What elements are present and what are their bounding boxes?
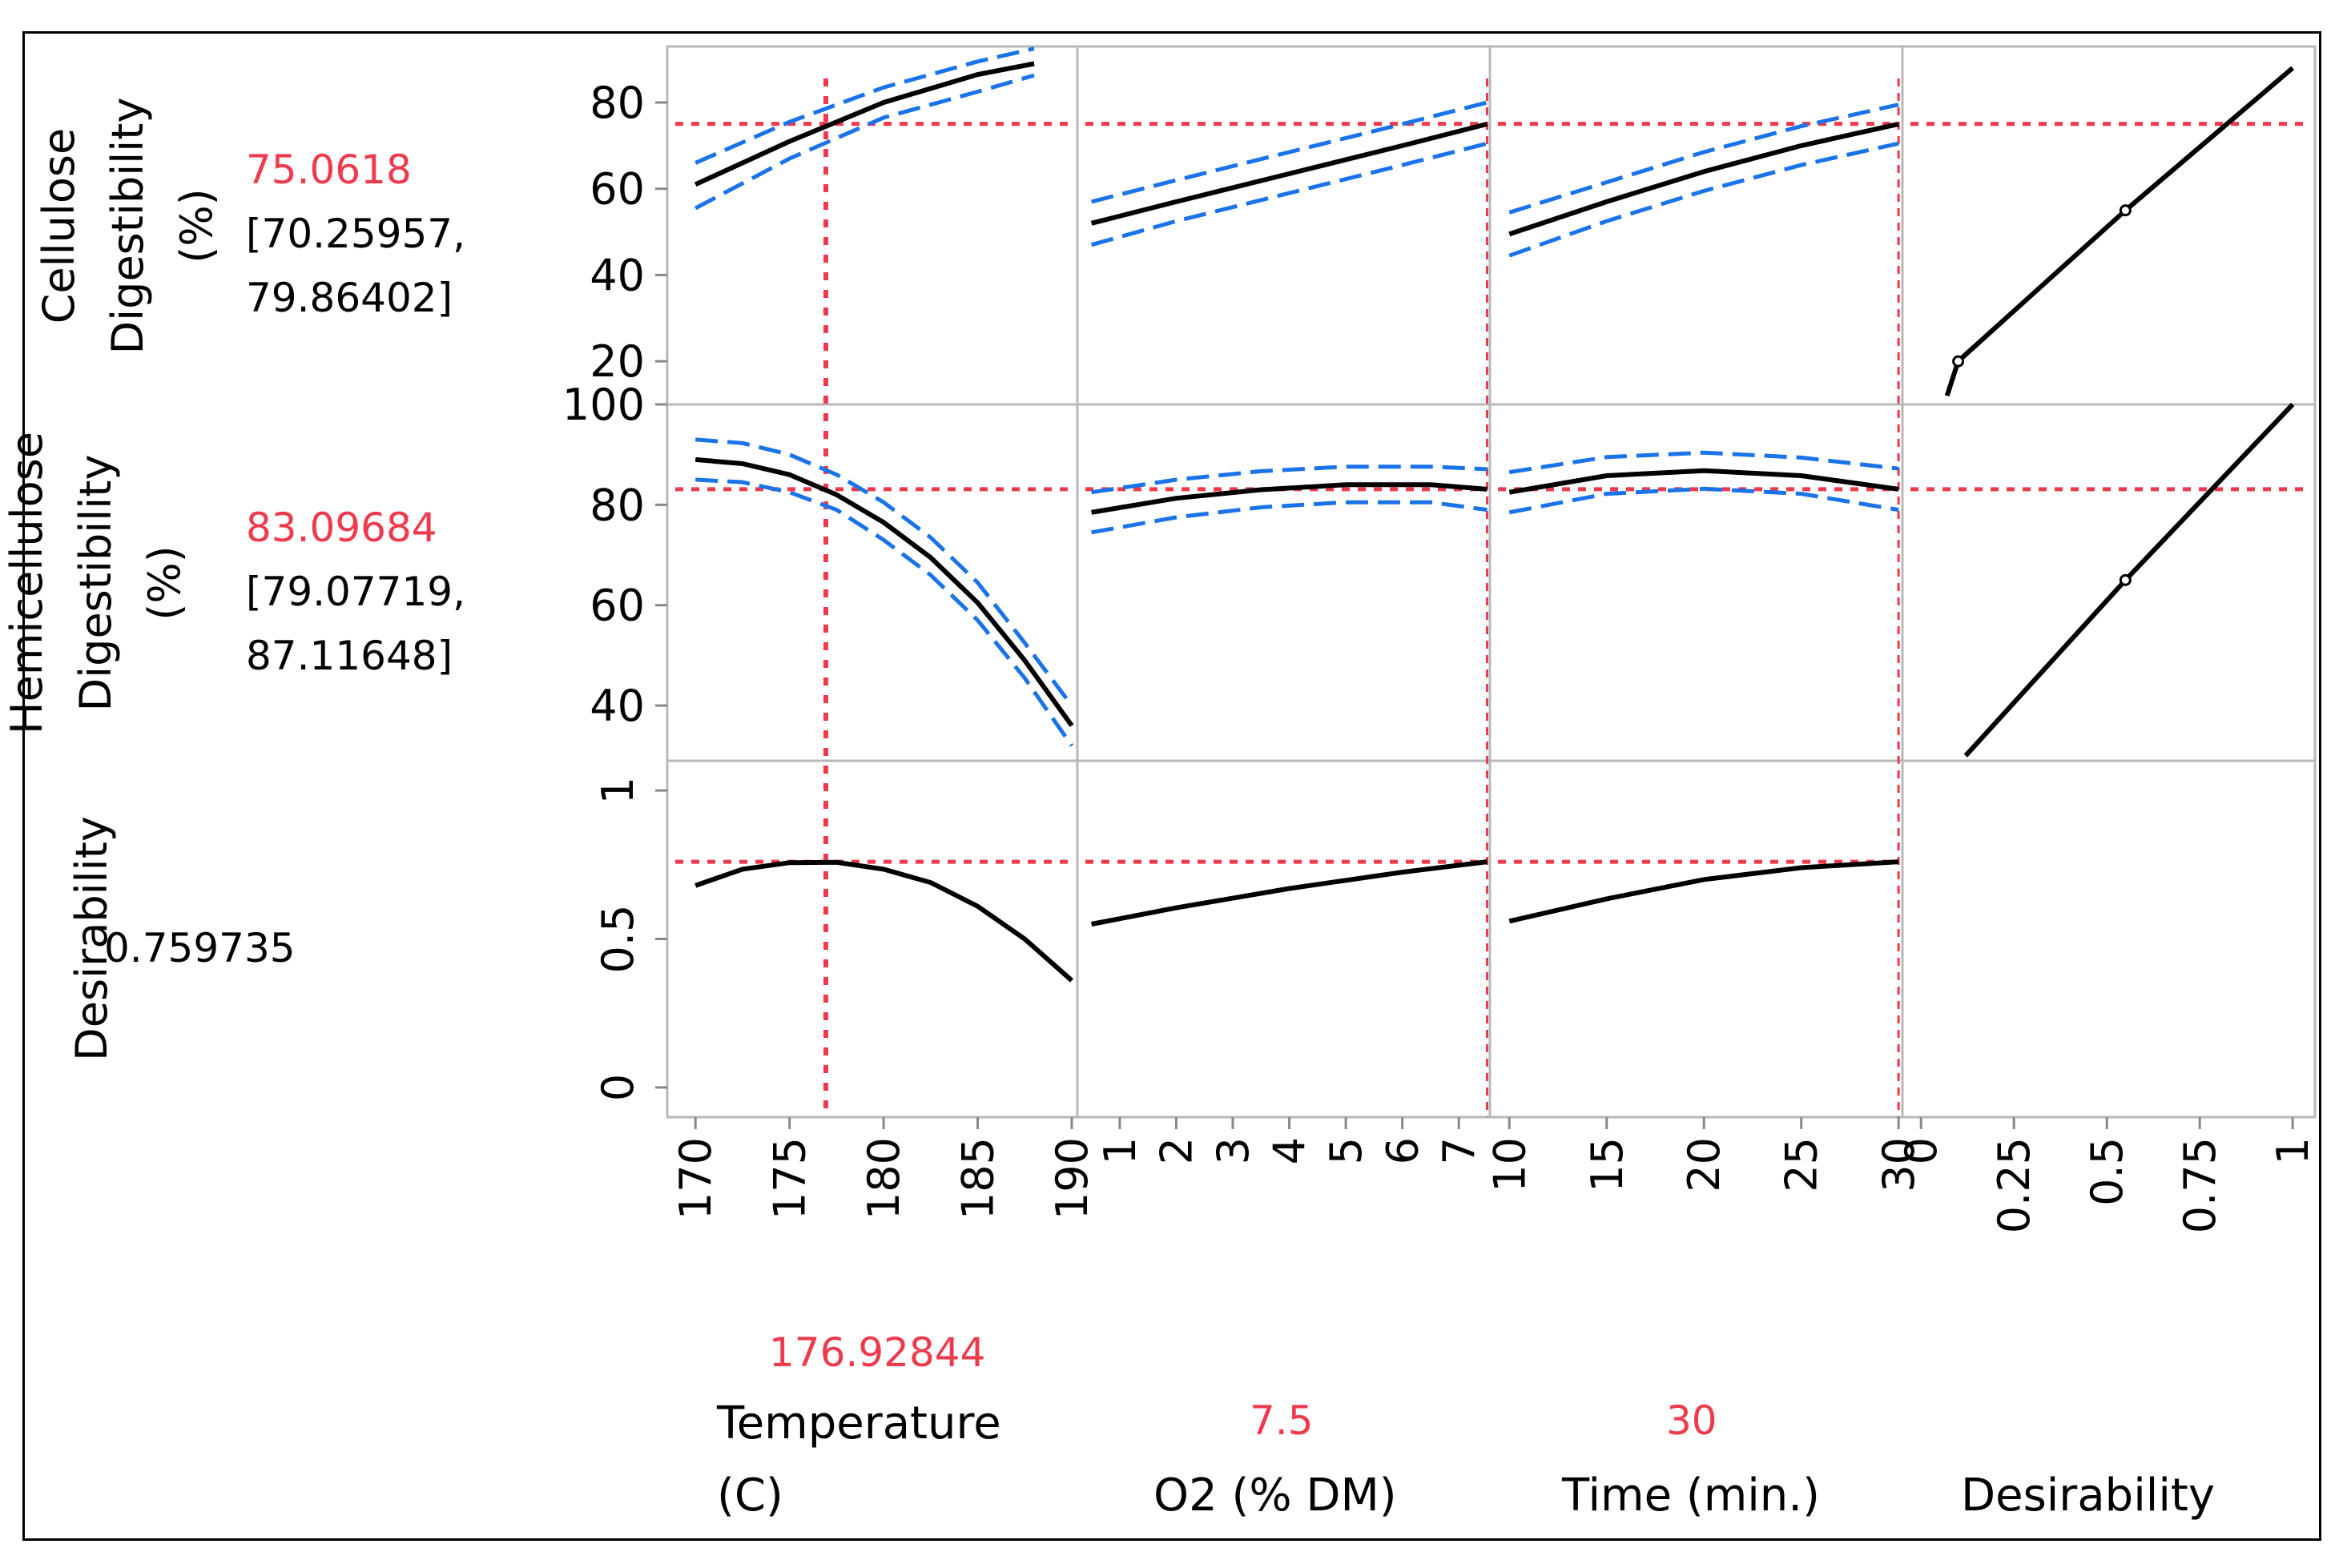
xtick-label-c1-2: 3 [1208,1137,1258,1164]
ytick-label-r0-3: 80 [590,78,645,128]
response-current-value-1: 83.09684 [246,505,437,551]
prediction-curve-r1-c2 [1508,468,1899,495]
ci-upper-r1-c2 [1508,450,1899,475]
xtick-label-c1-4: 5 [1321,1137,1371,1164]
prediction-curve-r2-c1 [1091,859,1488,927]
factor-current-value-2[interactable]: 30 [1666,1397,1717,1444]
factor-current-value-0[interactable]: 176.92844 [769,1329,986,1376]
xtick-label-c1-3: 4 [1265,1137,1315,1164]
desirability-marker-r0-1 [2119,204,2132,217]
xtick-label-c2-3: 25 [1777,1137,1827,1192]
panel-r1-c3 [1901,403,2317,762]
xtick-label-c3-1: 0.25 [1989,1137,2039,1233]
ytick-label-r0-0: 20 [590,336,645,387]
ci-upper-r1-c0 [695,437,1073,707]
ytick-label-r1-1: 60 [590,581,645,631]
profiler-frame [22,31,2321,1541]
prediction-curve-r0-c1 [1090,121,1488,226]
ci-lower-r1-c1 [1091,500,1488,535]
ci-lower-r1-c2 [1508,486,1899,515]
xtick-label-c3-0: 0 [1896,1137,1946,1164]
xtick-label-c2-2: 20 [1679,1137,1729,1192]
ytick-label-r2-1: 0.5 [593,905,643,974]
panel-r1-c0 [666,403,1079,762]
panel-r2-c1 [1076,759,1492,1119]
prediction-curve-r0-c2 [1508,121,1899,237]
ci-lower-r1-c0 [695,477,1074,747]
factor-name-2: Time (min.) [1562,1469,1820,1522]
prediction-curve-r2-c0 [694,859,1073,983]
ytick-label-r0-1: 40 [590,250,645,300]
xtick-label-c3-2: 0.5 [2082,1137,2132,1206]
response-ci-low-1: [79.07719, [246,569,465,615]
xtick-label-c3-4: 1 [2268,1137,2318,1164]
xtick-label-c0-2: 180 [859,1137,909,1220]
xtick-label-c2-4: 30 [1874,1137,1924,1192]
desirability-marker-r1-0 [2119,573,2132,586]
prediction-curve-r1-c1 [1091,482,1488,515]
xtick-label-c1-6: 7 [1434,1137,1484,1164]
ci-lower-r0-c0 [694,73,1035,211]
panel-r0-c2 [1488,45,1904,406]
response-ci-high-1: 87.11648] [246,633,453,679]
ci-upper-r0-c0 [694,46,1035,165]
xtick-label-c0-1: 175 [765,1137,815,1220]
ci-upper-r1-c1 [1091,464,1488,495]
ci-lower-r0-c1 [1090,141,1488,247]
factor-name-1: O2 (% DM) [1153,1469,1397,1522]
ytick-label-r1-0: 40 [590,681,645,731]
prediction-curve-r1-c0 [694,456,1074,727]
response-ci-low-0: [70.25957, [246,211,465,257]
ci-upper-r0-c2 [1508,103,1899,215]
ci-upper-r0-c1 [1090,100,1488,204]
prediction-curve-r0-c0 [694,61,1035,187]
xtick-label-c2-1: 15 [1582,1137,1632,1192]
xtick-label-c1-0: 1 [1095,1137,1145,1164]
panel-r2-c0 [666,759,1079,1119]
panel-r1-c1 [1076,403,1492,762]
response-ci-high-0: 79.86402] [246,275,453,321]
factor-name-0: (C) [717,1469,783,1522]
xtick-label-c1-5: 6 [1378,1137,1428,1164]
response-current-value-0: 75.0618 [246,147,412,193]
ytick-label-r0-2: 60 [590,164,645,215]
ci-lower-r0-c2 [1508,141,1899,258]
xtick-label-c3-3: 0.75 [2175,1137,2225,1233]
panel-r0-c1 [1076,45,1492,406]
ytick-label-r1-3: 100 [562,380,645,430]
panel-r0-c0 [666,45,1079,406]
xtick-label-c0-3: 185 [953,1137,1004,1220]
xtick-label-c1-1: 2 [1151,1137,1202,1164]
factor-name-0: Temperature [717,1397,1001,1449]
prediction-curve-r2-c2 [1508,859,1899,924]
factor-name-3: Desirability [1961,1469,2215,1522]
xtick-label-c2-0: 10 [1484,1137,1535,1192]
ytick-label-r2-0: 0 [593,1074,643,1101]
xtick-label-c0-4: 190 [1047,1137,1097,1220]
panel-r1-c2 [1488,403,1904,762]
panel-r2-c2 [1488,759,1904,1119]
response-current-value-2: 0.759735 [104,925,296,971]
desirability-marker-r0-0 [1952,355,1965,368]
ytick-label-r2-2: 1 [593,777,643,804]
xtick-label-c0-0: 170 [670,1137,721,1220]
ytick-label-r1-2: 80 [590,480,645,530]
panel-r2-c3 [1901,759,2317,1119]
prediction-curve-r0-c3 [1944,66,2295,397]
factor-current-value-1[interactable]: 7.5 [1250,1397,1314,1444]
